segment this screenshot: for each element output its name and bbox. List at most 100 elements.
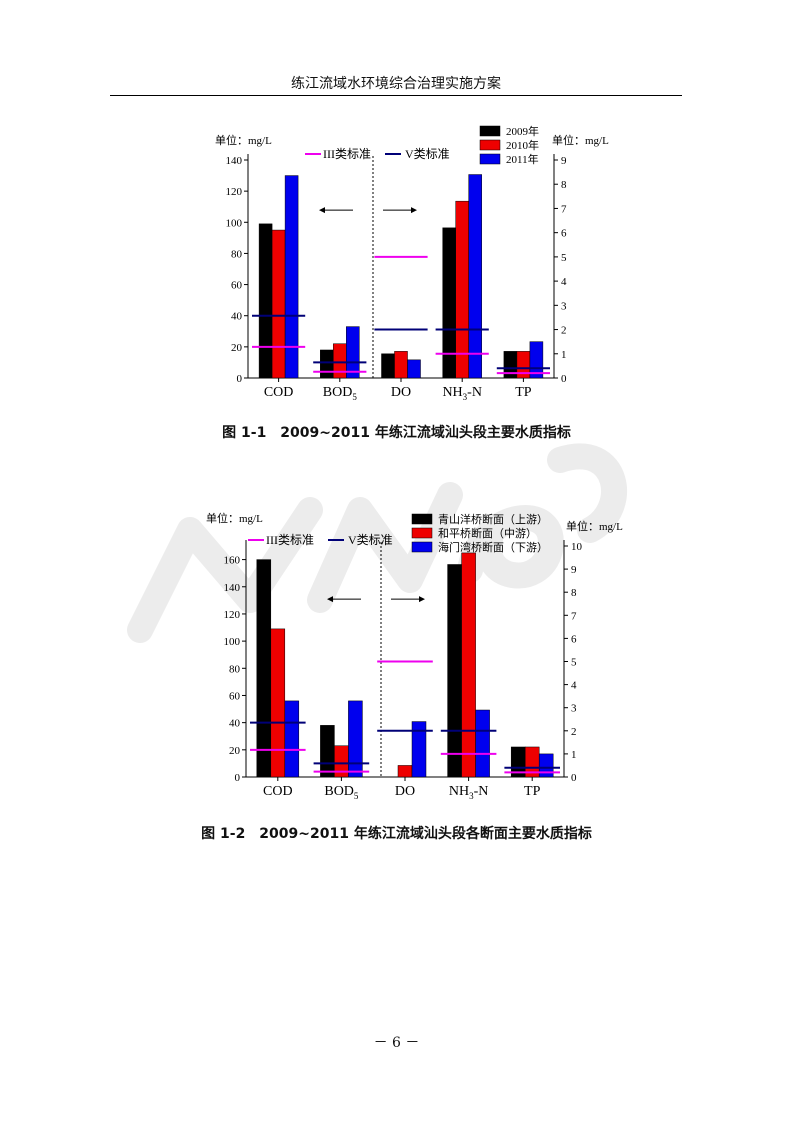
bar-do-2	[411, 721, 427, 778]
bar-bod5-0	[320, 349, 334, 379]
right-tick-label: 5	[571, 657, 577, 669]
right-axis-unit: 单位：mg/L	[566, 519, 623, 533]
left-tick-label: 100	[226, 217, 243, 229]
right-tick-label: 2	[571, 726, 577, 738]
x-category-main: COD	[264, 385, 294, 400]
x-category-main: BOD	[324, 784, 354, 799]
right-tick-label: 7	[561, 203, 567, 215]
right-tick-label: 8	[571, 587, 577, 599]
right-axis-unit: 单位：mg/L	[552, 133, 609, 147]
bar-cod-1	[270, 628, 286, 778]
x-category-label: TP	[524, 784, 541, 799]
x-category-label: TP	[515, 385, 532, 400]
legend-swatch	[411, 527, 433, 539]
right-tick-label: 4	[571, 680, 577, 692]
bar-nh3-n-2	[468, 174, 482, 379]
page-header-title: 练江流域水环境综合治理实施方案	[291, 76, 501, 92]
bar-cod-0	[258, 223, 273, 379]
left-tick-label: 20	[231, 342, 243, 354]
left-tick-label: 100	[224, 636, 241, 648]
x-category-main: COD	[263, 784, 293, 799]
right-tick-label: 9	[561, 155, 567, 167]
header-rule	[110, 95, 682, 96]
left-tick-label: 160	[224, 555, 241, 567]
legend-class-v-label: V类标准	[348, 533, 393, 547]
left-tick-label: 120	[226, 186, 243, 198]
right-tick-label: 4	[561, 276, 567, 288]
legend-label: 2011年	[506, 152, 539, 166]
left-arrow-head	[319, 207, 325, 214]
right-tick-label: 5	[561, 252, 567, 264]
x-category-label: BOD5	[323, 385, 358, 402]
right-tick-label: 0	[561, 373, 567, 385]
bar-nh3-n-2	[475, 709, 490, 778]
legend-class-iii-label: III类标准	[323, 147, 371, 161]
left-tick-label: 40	[231, 311, 243, 323]
bar-do-2	[407, 359, 421, 379]
bar-do-1	[397, 765, 413, 778]
bar-nh3-n-0	[442, 227, 456, 379]
legend-swatch	[411, 513, 433, 525]
bar-bod5-0	[320, 725, 335, 778]
left-axis-unit: 单位：mg/L	[206, 511, 263, 525]
right-tick-label: 6	[571, 633, 577, 645]
legend-label: 和平桥断面（中游）	[438, 526, 537, 540]
bar-cod-2	[284, 175, 299, 379]
left-tick-label: 80	[231, 248, 243, 260]
x-category-main: NH	[442, 385, 462, 400]
left-tick-label: 20	[229, 745, 241, 757]
x-category-label: COD	[264, 385, 294, 400]
legend-label: 2009年	[506, 124, 539, 138]
left-tick-label: 0	[235, 772, 241, 784]
x-category-main: NH	[449, 784, 469, 799]
right-tick-label: 1	[571, 749, 577, 761]
x-category-main: DO	[395, 784, 415, 799]
legend-class-v-label: V类标准	[405, 147, 450, 161]
legend-label: 海门湾桥断面（下游）	[438, 540, 548, 554]
left-tick-label: 80	[229, 663, 241, 675]
x-category-label: DO	[391, 385, 411, 400]
x-category-label: DO	[395, 784, 415, 799]
bar-nh3-n-1	[461, 552, 476, 778]
right-tick-label: 3	[561, 300, 567, 312]
right-tick-label: 6	[561, 228, 567, 240]
x-category-sub: 5	[354, 791, 359, 801]
x-category-sub: 5	[352, 392, 357, 402]
bar-do-0	[381, 353, 395, 379]
legend-swatch	[479, 139, 501, 151]
legend-class-iii-label: III类标准	[266, 533, 314, 547]
right-arrow-head	[411, 207, 417, 214]
right-tick-label: 7	[571, 610, 577, 622]
x-category-label: COD	[263, 784, 293, 799]
left-tick-label: 40	[229, 718, 241, 730]
right-arrow-head	[419, 596, 425, 603]
x-category-sub: 3	[469, 791, 474, 801]
right-tick-label: 0	[571, 772, 577, 784]
bar-cod-1	[271, 229, 286, 379]
left-axis-unit: 单位：mg/L	[215, 133, 272, 147]
page-number: － 6 －	[373, 1035, 420, 1051]
x-category-label: NH3-N	[449, 784, 489, 801]
left-tick-label: 140	[224, 582, 241, 594]
bar-nh3-n-0	[447, 564, 462, 778]
figure-caption-1: 图 1-1 2009~2011 年练江流域汕头段主要水质指标	[222, 425, 571, 441]
x-category-label: NH3-N	[442, 385, 482, 402]
right-tick-label: 3	[571, 703, 577, 715]
bar-cod-2	[284, 700, 300, 778]
legend-swatch	[479, 125, 501, 137]
legend-label: 2010年	[506, 138, 539, 152]
right-tick-label: 10	[571, 541, 583, 553]
bar-nh3-n-1	[455, 200, 469, 379]
x-category-label: BOD5	[324, 784, 359, 801]
left-tick-label: 140	[226, 155, 243, 167]
right-tick-label: 2	[561, 325, 567, 337]
x-category-sub: 3	[463, 392, 468, 402]
left-tick-label: 120	[224, 609, 241, 621]
chart-water-quality-by-year: 0 20 40 60 80 100 120 140 0 1 2 3 4 5 6 7 8 9 单位：mg/L 单位：mg…	[215, 124, 609, 402]
bar-bod5-2	[348, 700, 363, 778]
x-category-main: BOD	[323, 385, 353, 400]
x-category-main: TP	[524, 784, 541, 799]
bar-do-1	[394, 351, 408, 379]
right-tick-label: 8	[561, 179, 567, 191]
bar-tp-2	[538, 753, 554, 778]
